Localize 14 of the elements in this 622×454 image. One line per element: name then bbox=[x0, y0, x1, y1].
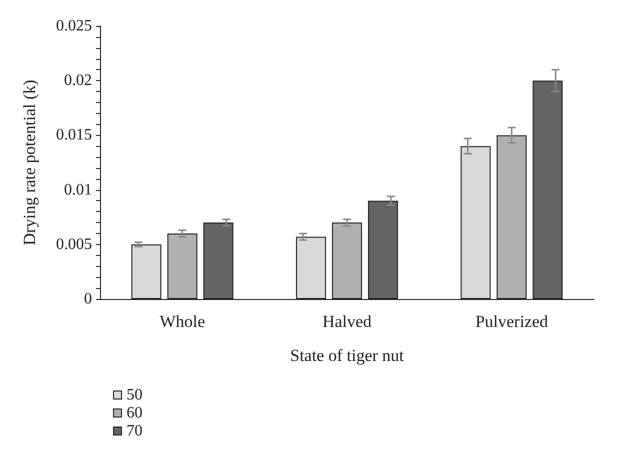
x-axis-title: State of tiger nut bbox=[290, 346, 404, 365]
y-tick-label: 0.005 bbox=[56, 236, 92, 253]
y-tick-label: 0.01 bbox=[64, 181, 92, 198]
x-tick-label: Halved bbox=[322, 312, 372, 331]
x-tick-label: Pulverized bbox=[475, 312, 549, 331]
y-tick-label: 0.015 bbox=[56, 126, 92, 144]
y-tick-label: 0.02 bbox=[64, 72, 92, 90]
legend-label: 60 bbox=[126, 404, 142, 422]
y-axis-title: Drying rate potential (k) bbox=[20, 80, 39, 246]
legend-label: 70 bbox=[126, 422, 142, 440]
y-tick-label: 0 bbox=[84, 290, 92, 308]
x-tick-label: Whole bbox=[160, 312, 205, 331]
legend-label: 50 bbox=[126, 386, 142, 404]
y-tick-label: 0.025 bbox=[56, 18, 92, 34]
